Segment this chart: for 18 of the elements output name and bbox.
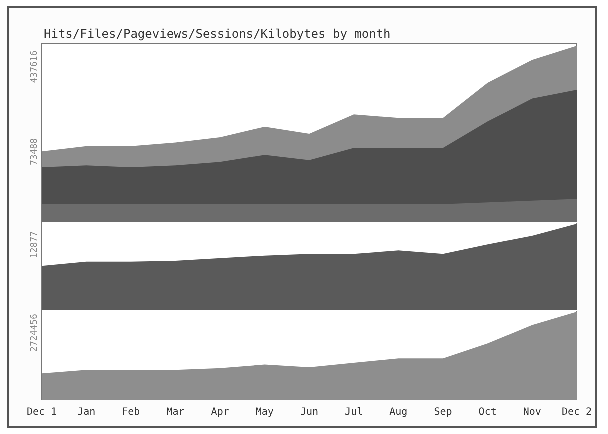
text: 2724456 bbox=[30, 314, 40, 352]
x-tick-label: Mar bbox=[166, 407, 185, 418]
x-tick-label: Dec 1 bbox=[26, 407, 58, 418]
x-tick-label: Jan bbox=[78, 407, 96, 418]
text: 437616 bbox=[30, 50, 40, 84]
x-tick-label: Oct bbox=[478, 407, 497, 418]
text: 12877 bbox=[30, 231, 40, 259]
x-tick-label: May bbox=[256, 407, 274, 418]
x-tick-label: Dec 2 bbox=[562, 407, 592, 418]
x-tick-label: Jun bbox=[300, 407, 319, 418]
x-tick-label: Sep bbox=[434, 407, 452, 418]
text: 73488 bbox=[30, 138, 40, 166]
chart-title: Hits/Files/Pageviews/Sessions/Kilobytes by month bbox=[44, 27, 391, 41]
x-tick-label: Feb bbox=[122, 407, 140, 418]
x-tick-label: Nov bbox=[523, 407, 542, 418]
x-tick-label: Aug bbox=[390, 407, 408, 418]
x-tick-label: Apr bbox=[211, 407, 230, 418]
x-tick-label: Jul bbox=[345, 407, 364, 418]
